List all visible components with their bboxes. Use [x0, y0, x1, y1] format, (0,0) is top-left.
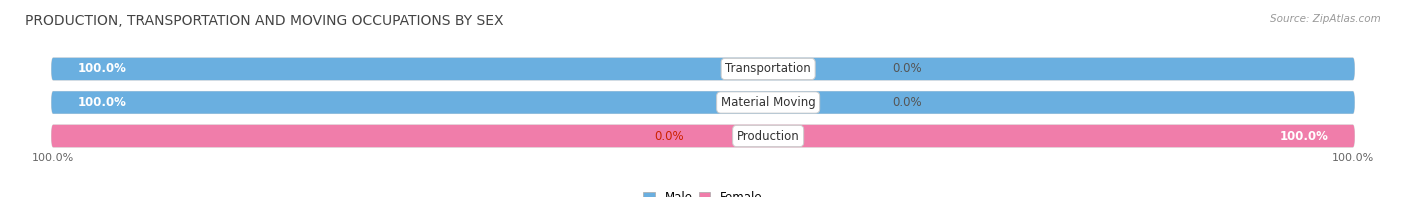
Text: 100.0%: 100.0% [77, 62, 127, 75]
Text: Production: Production [737, 129, 800, 142]
FancyBboxPatch shape [52, 91, 1354, 114]
FancyBboxPatch shape [52, 125, 1354, 147]
FancyBboxPatch shape [52, 58, 1354, 80]
Text: Transportation: Transportation [725, 62, 811, 75]
Text: 100.0%: 100.0% [77, 96, 127, 109]
Text: PRODUCTION, TRANSPORTATION AND MOVING OCCUPATIONS BY SEX: PRODUCTION, TRANSPORTATION AND MOVING OC… [25, 14, 503, 28]
Text: 0.0%: 0.0% [891, 62, 921, 75]
Text: Source: ZipAtlas.com: Source: ZipAtlas.com [1270, 14, 1381, 24]
FancyBboxPatch shape [52, 91, 1354, 114]
Text: 100.0%: 100.0% [1279, 129, 1329, 142]
Legend: Male, Female: Male, Female [644, 190, 762, 197]
Text: Material Moving: Material Moving [721, 96, 815, 109]
FancyBboxPatch shape [52, 58, 1354, 80]
Text: 0.0%: 0.0% [891, 96, 921, 109]
Text: 100.0%: 100.0% [32, 152, 75, 163]
Text: 100.0%: 100.0% [1331, 152, 1374, 163]
FancyBboxPatch shape [52, 125, 1354, 147]
Text: 0.0%: 0.0% [654, 129, 683, 142]
